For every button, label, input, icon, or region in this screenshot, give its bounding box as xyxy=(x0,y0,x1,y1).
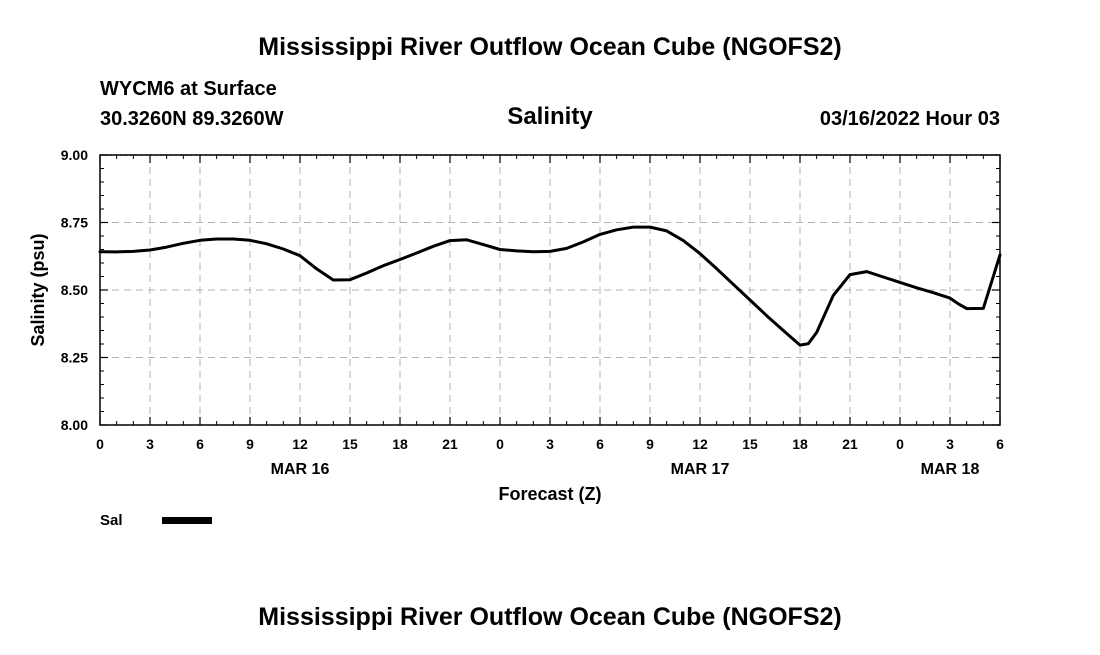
x-tick-label: 6 xyxy=(996,436,1004,452)
legend-label: Sal xyxy=(100,512,123,529)
date-label: MAR 18 xyxy=(921,461,980,478)
date-label: MAR 16 xyxy=(271,461,330,478)
y-axis-label: Salinity (psu) xyxy=(28,233,48,346)
station-label: WYCM6 at Surface xyxy=(100,78,277,100)
x-tick-label: 3 xyxy=(146,436,154,452)
x-tick-label: 15 xyxy=(342,436,358,452)
y-tick-label: 9.00 xyxy=(61,147,88,163)
y-tick-label: 8.75 xyxy=(61,215,88,231)
x-tick-label: 12 xyxy=(692,436,708,452)
y-tick-label: 8.25 xyxy=(61,350,88,366)
x-tick-label: 21 xyxy=(442,436,458,452)
coordinates-label: 30.3260N 89.3260W xyxy=(100,108,284,130)
datetime-label: 03/16/2022 Hour 03 xyxy=(820,108,1000,130)
chart-title: Salinity xyxy=(507,103,593,130)
x-tick-label: 9 xyxy=(246,436,254,452)
x-tick-label: 0 xyxy=(96,436,104,452)
x-axis-label: Forecast (Z) xyxy=(498,484,601,504)
x-tick-label: 0 xyxy=(496,436,504,452)
y-tick-label: 8.00 xyxy=(61,417,88,433)
legend-swatch xyxy=(162,517,212,524)
x-tick-label: 18 xyxy=(792,436,808,452)
x-tick-label: 21 xyxy=(842,436,858,452)
x-tick-label: 3 xyxy=(546,436,554,452)
x-tick-label: 18 xyxy=(392,436,408,452)
x-tick-label: 12 xyxy=(292,436,308,452)
plot-frame xyxy=(99,154,1001,426)
x-tick-label: 6 xyxy=(196,436,204,452)
legend: Sal xyxy=(100,512,212,529)
grid xyxy=(100,154,1000,425)
x-tick-label: 9 xyxy=(646,436,654,452)
tick-labels: 0 3 6 9 12 15 18 21 0 3 6 9 12 15 18 21 0 3 6 8.00 8.25 8.50 8… xyxy=(61,147,1004,478)
date-label: MAR 17 xyxy=(671,461,730,478)
x-tick-label: 3 xyxy=(946,436,954,452)
footer-title: Mississippi River Outflow Ocean Cube (NG… xyxy=(258,603,841,631)
page-title: Mississippi River Outflow Ocean Cube (NG… xyxy=(258,33,841,61)
x-tick-label: 6 xyxy=(596,436,604,452)
x-tick-label: 15 xyxy=(742,436,758,452)
salinity-line xyxy=(98,225,1002,347)
x-tick-label: 0 xyxy=(896,436,904,452)
y-tick-label: 8.50 xyxy=(61,282,88,298)
